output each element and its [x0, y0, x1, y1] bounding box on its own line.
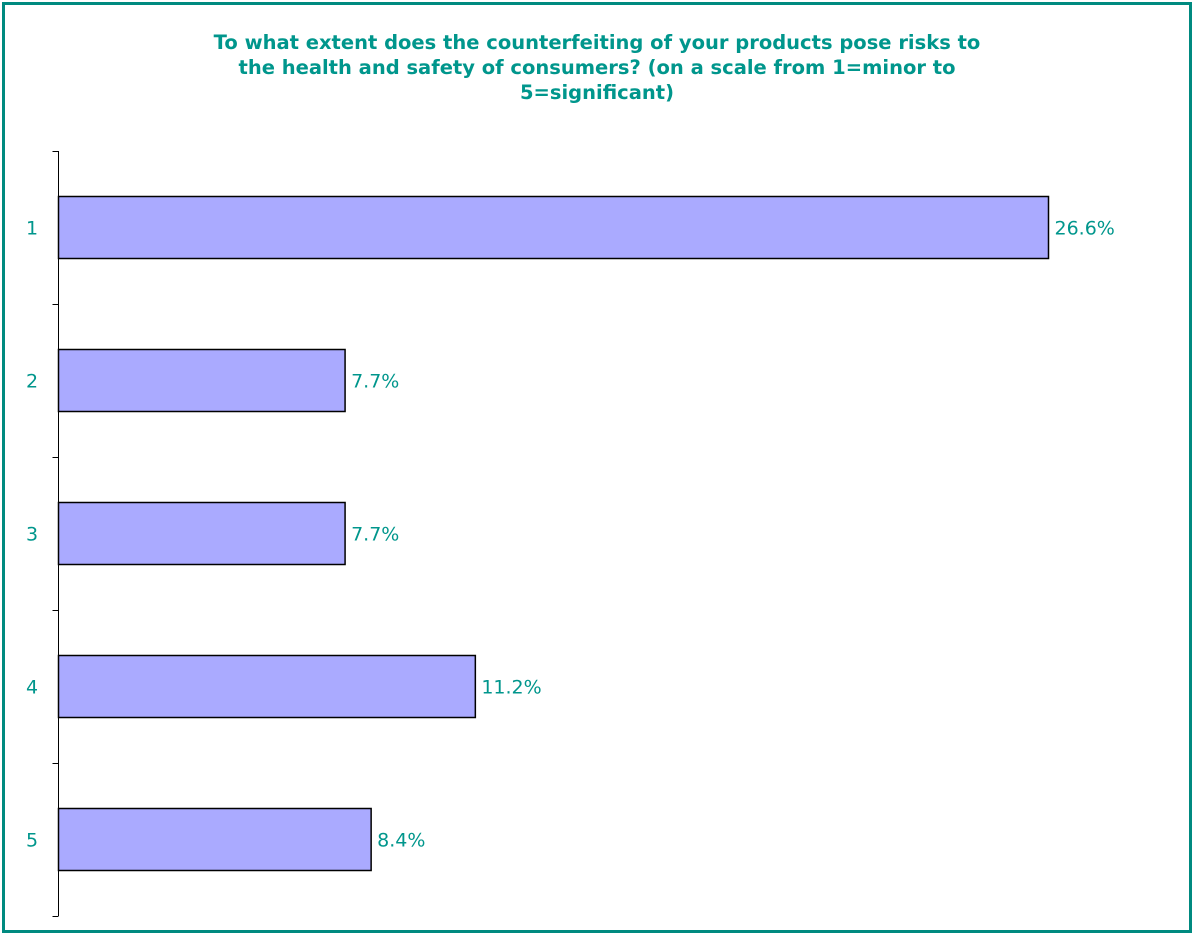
value-label-1: 26.6%: [1055, 218, 1115, 240]
value-label-4: 11.2%: [481, 677, 541, 699]
category-label-5: 5: [26, 830, 38, 852]
category-label-1: 1: [26, 218, 38, 240]
bar-3: [57, 501, 346, 566]
chart-title: To what extent does the counterfeiting o…: [0, 30, 1194, 105]
value-label-2: 7.7%: [351, 371, 399, 393]
chart-title-line-2: the health and safety of consumers? (on …: [238, 56, 956, 79]
category-label-4: 4: [26, 677, 38, 699]
bars: [57, 195, 1050, 872]
bar-2: [57, 348, 346, 413]
category-label-3: 3: [26, 524, 38, 546]
chart-title-line-1: To what extent does the counterfeiting o…: [213, 31, 981, 54]
value-label-3: 7.7%: [351, 524, 399, 546]
category-label-2: 2: [26, 371, 38, 393]
bar-1: [57, 195, 1050, 260]
chart-title-line-3: 5=significant): [519, 81, 674, 104]
labels: 1 26.6% 2 7.7% 3 7.7% 4 11.2% 5 8.4%: [26, 218, 1115, 852]
bar-4: [57, 654, 477, 719]
category-axis: [52, 151, 59, 917]
value-label-5: 8.4%: [377, 830, 425, 852]
bar-5: [57, 807, 372, 872]
